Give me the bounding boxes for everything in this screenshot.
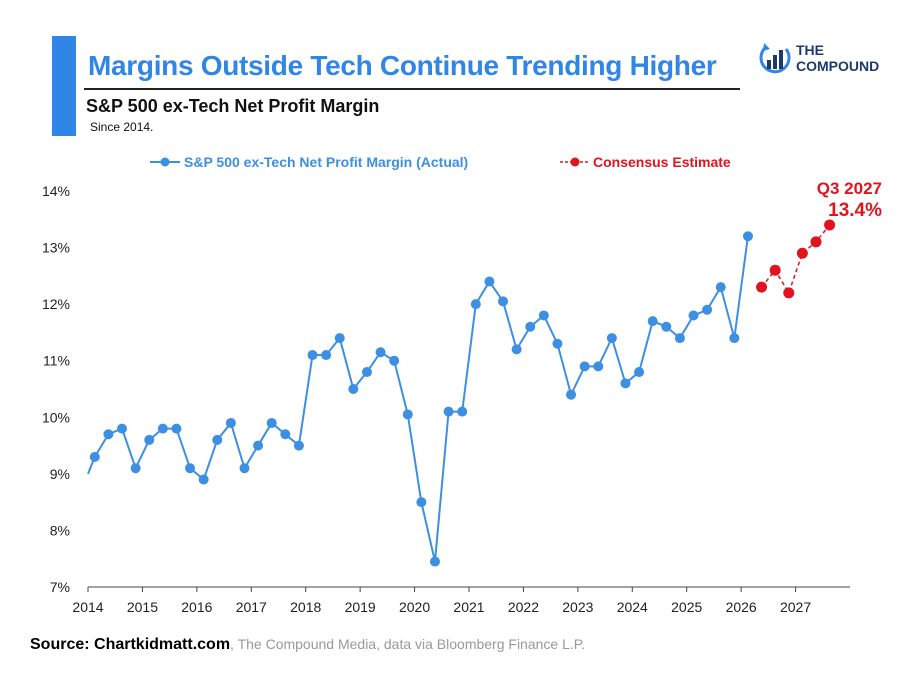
chart-note: Since 2014. <box>90 120 154 134</box>
actual-data-point <box>525 321 536 332</box>
actual-data-point <box>702 304 713 315</box>
y-tick-label: 10% <box>42 409 70 425</box>
actual-data-point <box>117 423 128 434</box>
legend-estimate-label: Consensus Estimate <box>593 154 731 170</box>
x-tick-label: 2023 <box>562 599 593 615</box>
y-tick-label: 13% <box>42 240 70 256</box>
actual-data-point <box>593 361 604 372</box>
x-tick-label: 2016 <box>181 599 212 615</box>
actual-data-point <box>402 409 413 420</box>
actual-data-point <box>389 355 400 366</box>
annotation-label: Q3 2027 <box>817 179 882 198</box>
actual-series-line <box>87 236 749 562</box>
actual-data-point <box>511 344 522 355</box>
x-tick-label: 2020 <box>399 599 430 615</box>
legend-actual-label: S&P 500 ex-Tech Net Profit Margin (Actua… <box>184 154 468 170</box>
chart-title: Margins Outside Tech Continue Trending H… <box>88 50 717 81</box>
y-tick-label: 12% <box>42 296 70 312</box>
legend-actual-swatch-dot <box>160 157 170 167</box>
title-underline <box>84 88 740 90</box>
actual-data-point <box>429 556 440 567</box>
logo-text: THE COMPOUND <box>796 42 879 74</box>
x-tick-label: 2024 <box>617 599 648 615</box>
actual-data-point <box>661 321 672 332</box>
x-tick-label: 2018 <box>290 599 321 615</box>
x-tick-label: 2021 <box>453 599 484 615</box>
estimate-data-point <box>783 287 795 299</box>
actual-data-point <box>171 423 182 434</box>
actual-data-point <box>239 463 250 474</box>
actual-data-point <box>321 350 332 361</box>
actual-data-point <box>552 338 563 349</box>
actual-data-point <box>688 310 699 321</box>
title-accent-bar <box>52 36 76 136</box>
margin-line-chart: 7% 8% 9% 10% 11% 12% 13% 14% 2014 2015 2016 2017 201… <box>42 154 882 615</box>
source-line: Source: Chartkidmatt.com, The Compound M… <box>30 636 585 654</box>
y-tick-label: 8% <box>50 522 70 538</box>
actual-data-point <box>715 282 726 293</box>
actual-data-point <box>89 451 100 462</box>
y-tick-label: 11% <box>43 353 70 369</box>
estimate-data-point <box>824 219 836 231</box>
actual-data-point <box>157 423 168 434</box>
y-tick-label: 7% <box>50 579 70 595</box>
x-tick-label: 2027 <box>780 599 811 615</box>
source-bold: Source: Chartkidmatt.com <box>30 636 231 653</box>
estimate-data-point <box>756 281 768 293</box>
actual-data-point <box>579 361 590 372</box>
actual-data-point <box>566 389 577 400</box>
annotation-value: 13.4% <box>828 200 882 221</box>
actual-data-point <box>266 417 277 428</box>
legend-estimate-swatch-dot <box>570 157 580 167</box>
actual-data-point <box>130 463 141 474</box>
chart-subtitle: S&P 500 ex-Tech Net Profit Margin <box>86 96 380 116</box>
actual-data-point <box>416 497 427 508</box>
logo-line-2: COMPOUND <box>796 58 880 74</box>
bar-chart-circle-icon <box>759 43 791 74</box>
x-tick-label: 2025 <box>671 599 702 615</box>
y-tick-label: 14% <box>42 183 70 199</box>
x-tick-label: 2026 <box>726 599 757 615</box>
estimate-data-point <box>796 247 808 259</box>
x-tick-label: 2019 <box>345 599 376 615</box>
logo-line-1: THE <box>796 42 824 58</box>
actual-data-point <box>484 276 495 287</box>
actual-data-point <box>212 434 223 445</box>
estimate-series-line <box>760 224 831 295</box>
actual-data-point <box>307 350 318 361</box>
estimate-data-point <box>769 264 781 276</box>
compound-logo: THE COMPOUND <box>758 40 888 80</box>
actual-data-point <box>634 367 645 378</box>
actual-data-point <box>457 406 468 417</box>
actual-data-point <box>348 384 359 394</box>
actual-data-point <box>729 333 740 344</box>
actual-data-point <box>674 333 685 344</box>
actual-data-point <box>280 429 291 440</box>
actual-data-point <box>361 367 372 378</box>
x-tick-label: 2014 <box>72 599 103 615</box>
actual-data-point <box>225 417 236 428</box>
estimate-data-point <box>810 236 822 248</box>
actual-data-point <box>185 463 196 474</box>
actual-data-point <box>620 378 631 389</box>
x-tick-label: 2022 <box>508 599 539 615</box>
actual-data-point <box>375 347 386 358</box>
actual-data-point <box>470 299 481 310</box>
y-tick-label: 9% <box>50 466 70 482</box>
source-rest: , The Compound Media, data via Bloomberg… <box>230 636 586 652</box>
actual-data-point <box>538 310 549 321</box>
actual-data-point <box>498 296 509 307</box>
actual-data-point <box>647 316 658 327</box>
actual-data-point <box>293 440 304 451</box>
actual-data-point <box>742 231 753 242</box>
x-tick-label: 2015 <box>127 599 158 615</box>
actual-data-point <box>198 474 209 485</box>
actual-data-point <box>144 434 155 445</box>
actual-data-point <box>253 440 264 451</box>
actual-data-point <box>334 333 345 344</box>
x-tick-label: 2017 <box>236 599 267 615</box>
actual-data-point <box>606 333 617 344</box>
actual-data-point <box>443 406 454 417</box>
actual-data-point <box>103 429 114 440</box>
